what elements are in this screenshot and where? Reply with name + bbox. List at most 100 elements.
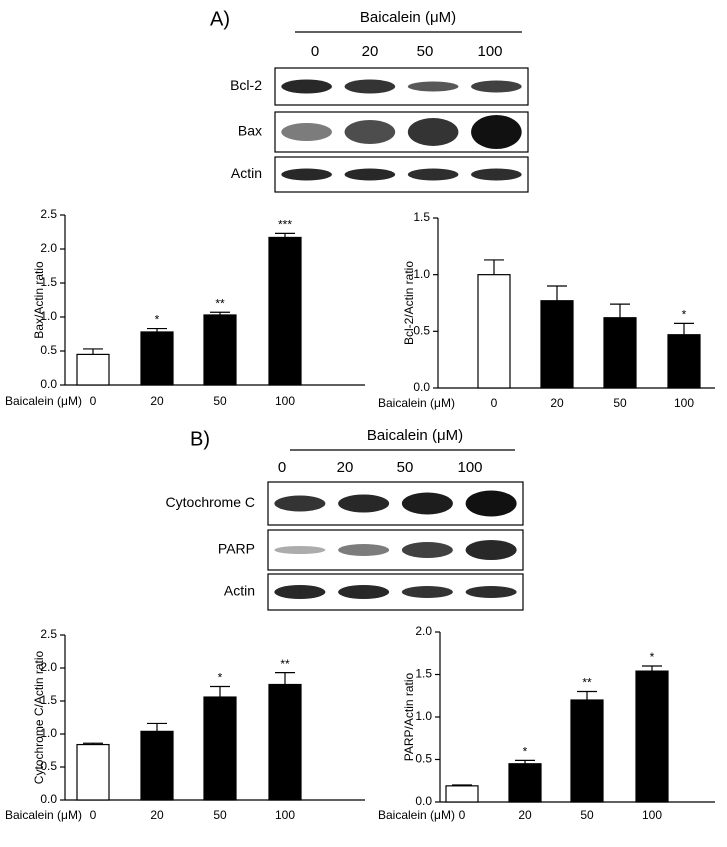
blot-band — [338, 494, 390, 513]
bar — [76, 743, 110, 801]
significance: * — [682, 308, 687, 322]
panel-label: A) — [210, 8, 230, 30]
blot-band — [338, 585, 390, 599]
bar — [667, 334, 701, 389]
x-axis-label: Baicalein (μM) — [5, 394, 82, 408]
y-tick-label: 1.5 — [413, 210, 430, 224]
bar — [203, 314, 237, 386]
x-tick-label: 0 — [90, 808, 97, 822]
blot-band — [274, 495, 326, 512]
blot-band — [407, 168, 459, 181]
blot-band — [401, 542, 453, 558]
bar — [203, 696, 237, 801]
blot-band — [401, 492, 453, 515]
y-axis-label: Cytochrome C/Actin ratio — [32, 650, 46, 784]
significance: * — [218, 671, 223, 685]
y-tick-label: 1.5 — [40, 275, 57, 289]
y-tick-label: 2.0 — [40, 660, 57, 674]
blot-band — [274, 546, 326, 554]
blot-band — [465, 490, 517, 517]
blot-band — [281, 123, 332, 141]
dose-label: 100 — [477, 43, 502, 60]
significance: ** — [215, 296, 225, 310]
dose-label: 20 — [337, 459, 354, 476]
significance: * — [523, 745, 528, 759]
x-axis-label: Baicalein (μM) — [5, 808, 82, 822]
bar — [140, 331, 174, 386]
y-axis-label: Bax/Actin ratio — [32, 261, 46, 339]
y-tick-label: 2.0 — [40, 241, 57, 255]
bar — [76, 353, 110, 386]
y-tick-label: 0.0 — [415, 794, 432, 808]
x-tick-label: 20 — [550, 396, 564, 410]
y-tick-label: 1.5 — [40, 693, 57, 707]
bar — [603, 317, 637, 389]
significance: *** — [278, 218, 292, 232]
y-tick-label: 0.5 — [415, 752, 432, 766]
dose-label: 50 — [397, 459, 414, 476]
x-tick-label: 50 — [213, 808, 227, 822]
x-tick-label: 20 — [150, 394, 164, 408]
blot-band — [465, 540, 517, 560]
panel-label: B) — [190, 428, 210, 450]
blot-label: PARP — [218, 541, 255, 557]
x-tick-label: 50 — [613, 396, 627, 410]
x-tick-label: 50 — [213, 394, 227, 408]
blot-band — [471, 115, 522, 149]
x-tick-label: 50 — [580, 808, 594, 822]
dose-label: 50 — [417, 43, 434, 60]
x-tick-label: 100 — [275, 394, 295, 408]
x-tick-label: 20 — [518, 808, 532, 822]
blot-band — [465, 586, 517, 598]
blot-band — [344, 79, 396, 94]
y-axis-label: Bcl-2/Actin ratio — [402, 261, 416, 345]
bar — [508, 763, 542, 803]
x-tick-label: 0 — [90, 394, 97, 408]
bar — [570, 699, 604, 803]
blot-label: Bcl-2 — [230, 77, 262, 93]
bar — [477, 274, 511, 389]
bar — [445, 785, 479, 803]
bar — [540, 300, 574, 389]
blot-label: Bax — [238, 123, 262, 139]
bar — [140, 730, 174, 801]
blot-band — [344, 168, 396, 181]
y-tick-label: 0.0 — [40, 792, 57, 806]
significance: ** — [582, 676, 592, 690]
bar — [635, 670, 669, 803]
blot-band — [281, 79, 332, 94]
blot-band — [344, 120, 396, 144]
x-tick-label: 20 — [150, 808, 164, 822]
blot-label: Actin — [231, 165, 262, 181]
significance: * — [155, 313, 160, 327]
dose-label: 20 — [362, 43, 379, 60]
treatment-label: Baicalein (μM) — [367, 427, 463, 444]
y-tick-label: 0.0 — [413, 380, 430, 394]
y-tick-label: 1.0 — [40, 726, 57, 740]
bar — [268, 683, 302, 801]
y-tick-label: 2.0 — [415, 624, 432, 638]
x-tick-label: 0 — [459, 808, 466, 822]
y-tick-label: 0.5 — [40, 759, 57, 773]
significance: * — [650, 650, 655, 664]
y-tick-label: 0.0 — [40, 377, 57, 391]
bar — [268, 236, 302, 386]
dose-label: 0 — [311, 43, 319, 60]
x-tick-label: 100 — [674, 396, 694, 410]
y-tick-label: 1.0 — [40, 309, 57, 323]
blot-label: Cytochrome C — [166, 494, 255, 510]
y-tick-label: 1.0 — [415, 709, 432, 723]
y-tick-label: 0.5 — [413, 324, 430, 338]
y-axis-label: PARP/Actin ratio — [402, 672, 416, 761]
blot-band — [471, 168, 522, 181]
significance: ** — [280, 657, 290, 671]
x-axis-label: Baicalein (μM) — [378, 808, 455, 822]
x-tick-label: 0 — [491, 396, 498, 410]
y-tick-label: 0.5 — [40, 343, 57, 357]
x-tick-label: 100 — [642, 808, 662, 822]
blot-band — [281, 168, 332, 181]
y-tick-label: 1.0 — [413, 267, 430, 281]
blot-band — [407, 118, 459, 146]
blot-label: Actin — [224, 583, 255, 599]
